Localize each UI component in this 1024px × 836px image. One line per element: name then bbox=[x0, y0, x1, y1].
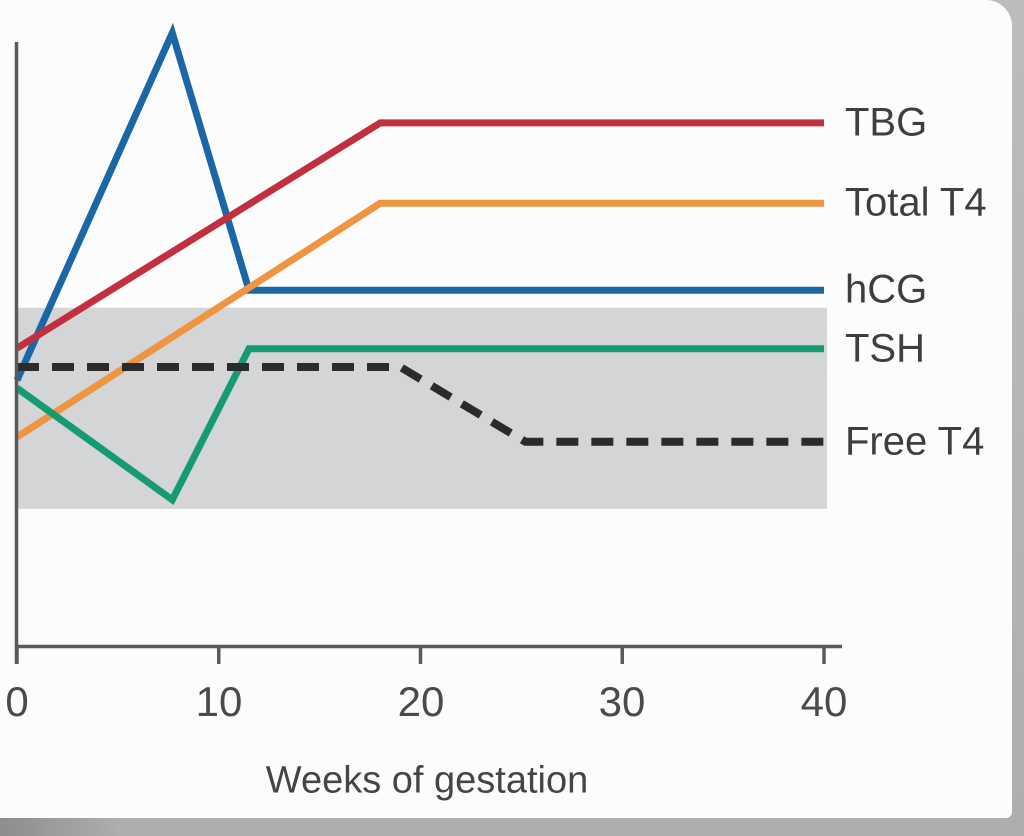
series-line-tbg bbox=[15, 119, 824, 352]
legend-label-hcg: hCG bbox=[845, 267, 928, 312]
x-tick-label-30: 30 bbox=[598, 678, 646, 725]
legend-label-free-t4: Free T4 bbox=[845, 419, 985, 464]
series-line-total-t4 bbox=[15, 199, 824, 440]
legend-label-total-t4: Total T4 bbox=[845, 180, 987, 225]
x-tick-label-10: 10 bbox=[195, 678, 243, 725]
series-line-tsh bbox=[14, 345, 824, 506]
normal-range-band bbox=[16, 307, 827, 509]
x-tick-label-20: 20 bbox=[397, 678, 445, 725]
legend-label-tbg: TBG bbox=[845, 100, 928, 145]
legend-label-tsh: TSH bbox=[845, 326, 925, 371]
x-tick-label-40: 40 bbox=[800, 678, 848, 725]
chart-canvas bbox=[13, 22, 842, 664]
series-line-free-t4 bbox=[17, 363, 824, 446]
x-tick-label-0: 0 bbox=[5, 678, 29, 725]
x-axis-title: Weeks of gestation bbox=[265, 759, 589, 802]
series-line-hcg bbox=[13, 22, 824, 382]
page-edge-shadow bbox=[0, 816, 120, 836]
figure-card: TBG Total T4 hCG TSH Free T4 0 10 20 30 … bbox=[0, 0, 1012, 818]
